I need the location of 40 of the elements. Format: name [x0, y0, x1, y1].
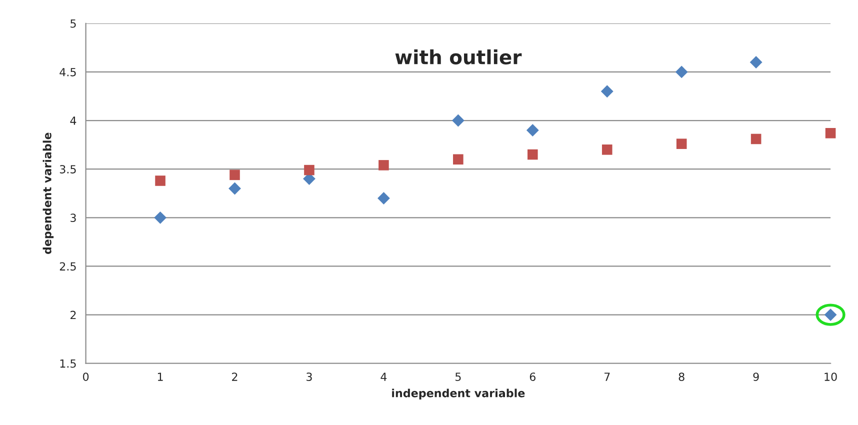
- x-tick-label: 5: [455, 372, 461, 382]
- x-tick-label: 9: [753, 372, 759, 382]
- y-tick-label: 5: [70, 19, 76, 28]
- y-tick-label: 3: [70, 214, 76, 222]
- point: [750, 134, 762, 144]
- point: [750, 56, 762, 68]
- point: [304, 164, 314, 176]
- x-tick-label: 10: [824, 372, 837, 382]
- x-tick-label: 3: [306, 372, 312, 382]
- point: [453, 154, 464, 165]
- point: [154, 211, 166, 224]
- x-axis-title: independent variable: [392, 388, 525, 400]
- point: [230, 170, 240, 180]
- point: [676, 138, 687, 149]
- x-tick-label: 0: [83, 372, 89, 382]
- x-tick-label: 2: [232, 372, 238, 381]
- point: [377, 192, 390, 204]
- point: [527, 149, 538, 160]
- x-tick-label: 6: [530, 372, 536, 382]
- x-tick-label: 7: [604, 372, 610, 381]
- point: [378, 160, 389, 170]
- y-tick-label: 4.5: [60, 68, 76, 76]
- point: [675, 66, 688, 78]
- text: with outlier: [395, 49, 522, 64]
- x-tick-label: 4: [380, 372, 387, 381]
- x-tick-label: 8: [678, 372, 684, 382]
- point: [602, 144, 612, 155]
- point: [228, 182, 241, 195]
- y-tick-label: 4: [70, 116, 76, 125]
- point: [526, 124, 539, 136]
- y-axis-title: dependent variable: [42, 132, 54, 254]
- point: [825, 128, 836, 138]
- y-tick-label: 2: [70, 310, 76, 320]
- point: [600, 85, 614, 98]
- y-tick-label: 2.5: [60, 262, 76, 271]
- x-tick-label: 1: [158, 372, 163, 381]
- point: [155, 176, 166, 186]
- y-tick-label: 1.5: [60, 359, 76, 368]
- point: [452, 114, 464, 127]
- y-tick-label: 3.5: [60, 165, 76, 174]
